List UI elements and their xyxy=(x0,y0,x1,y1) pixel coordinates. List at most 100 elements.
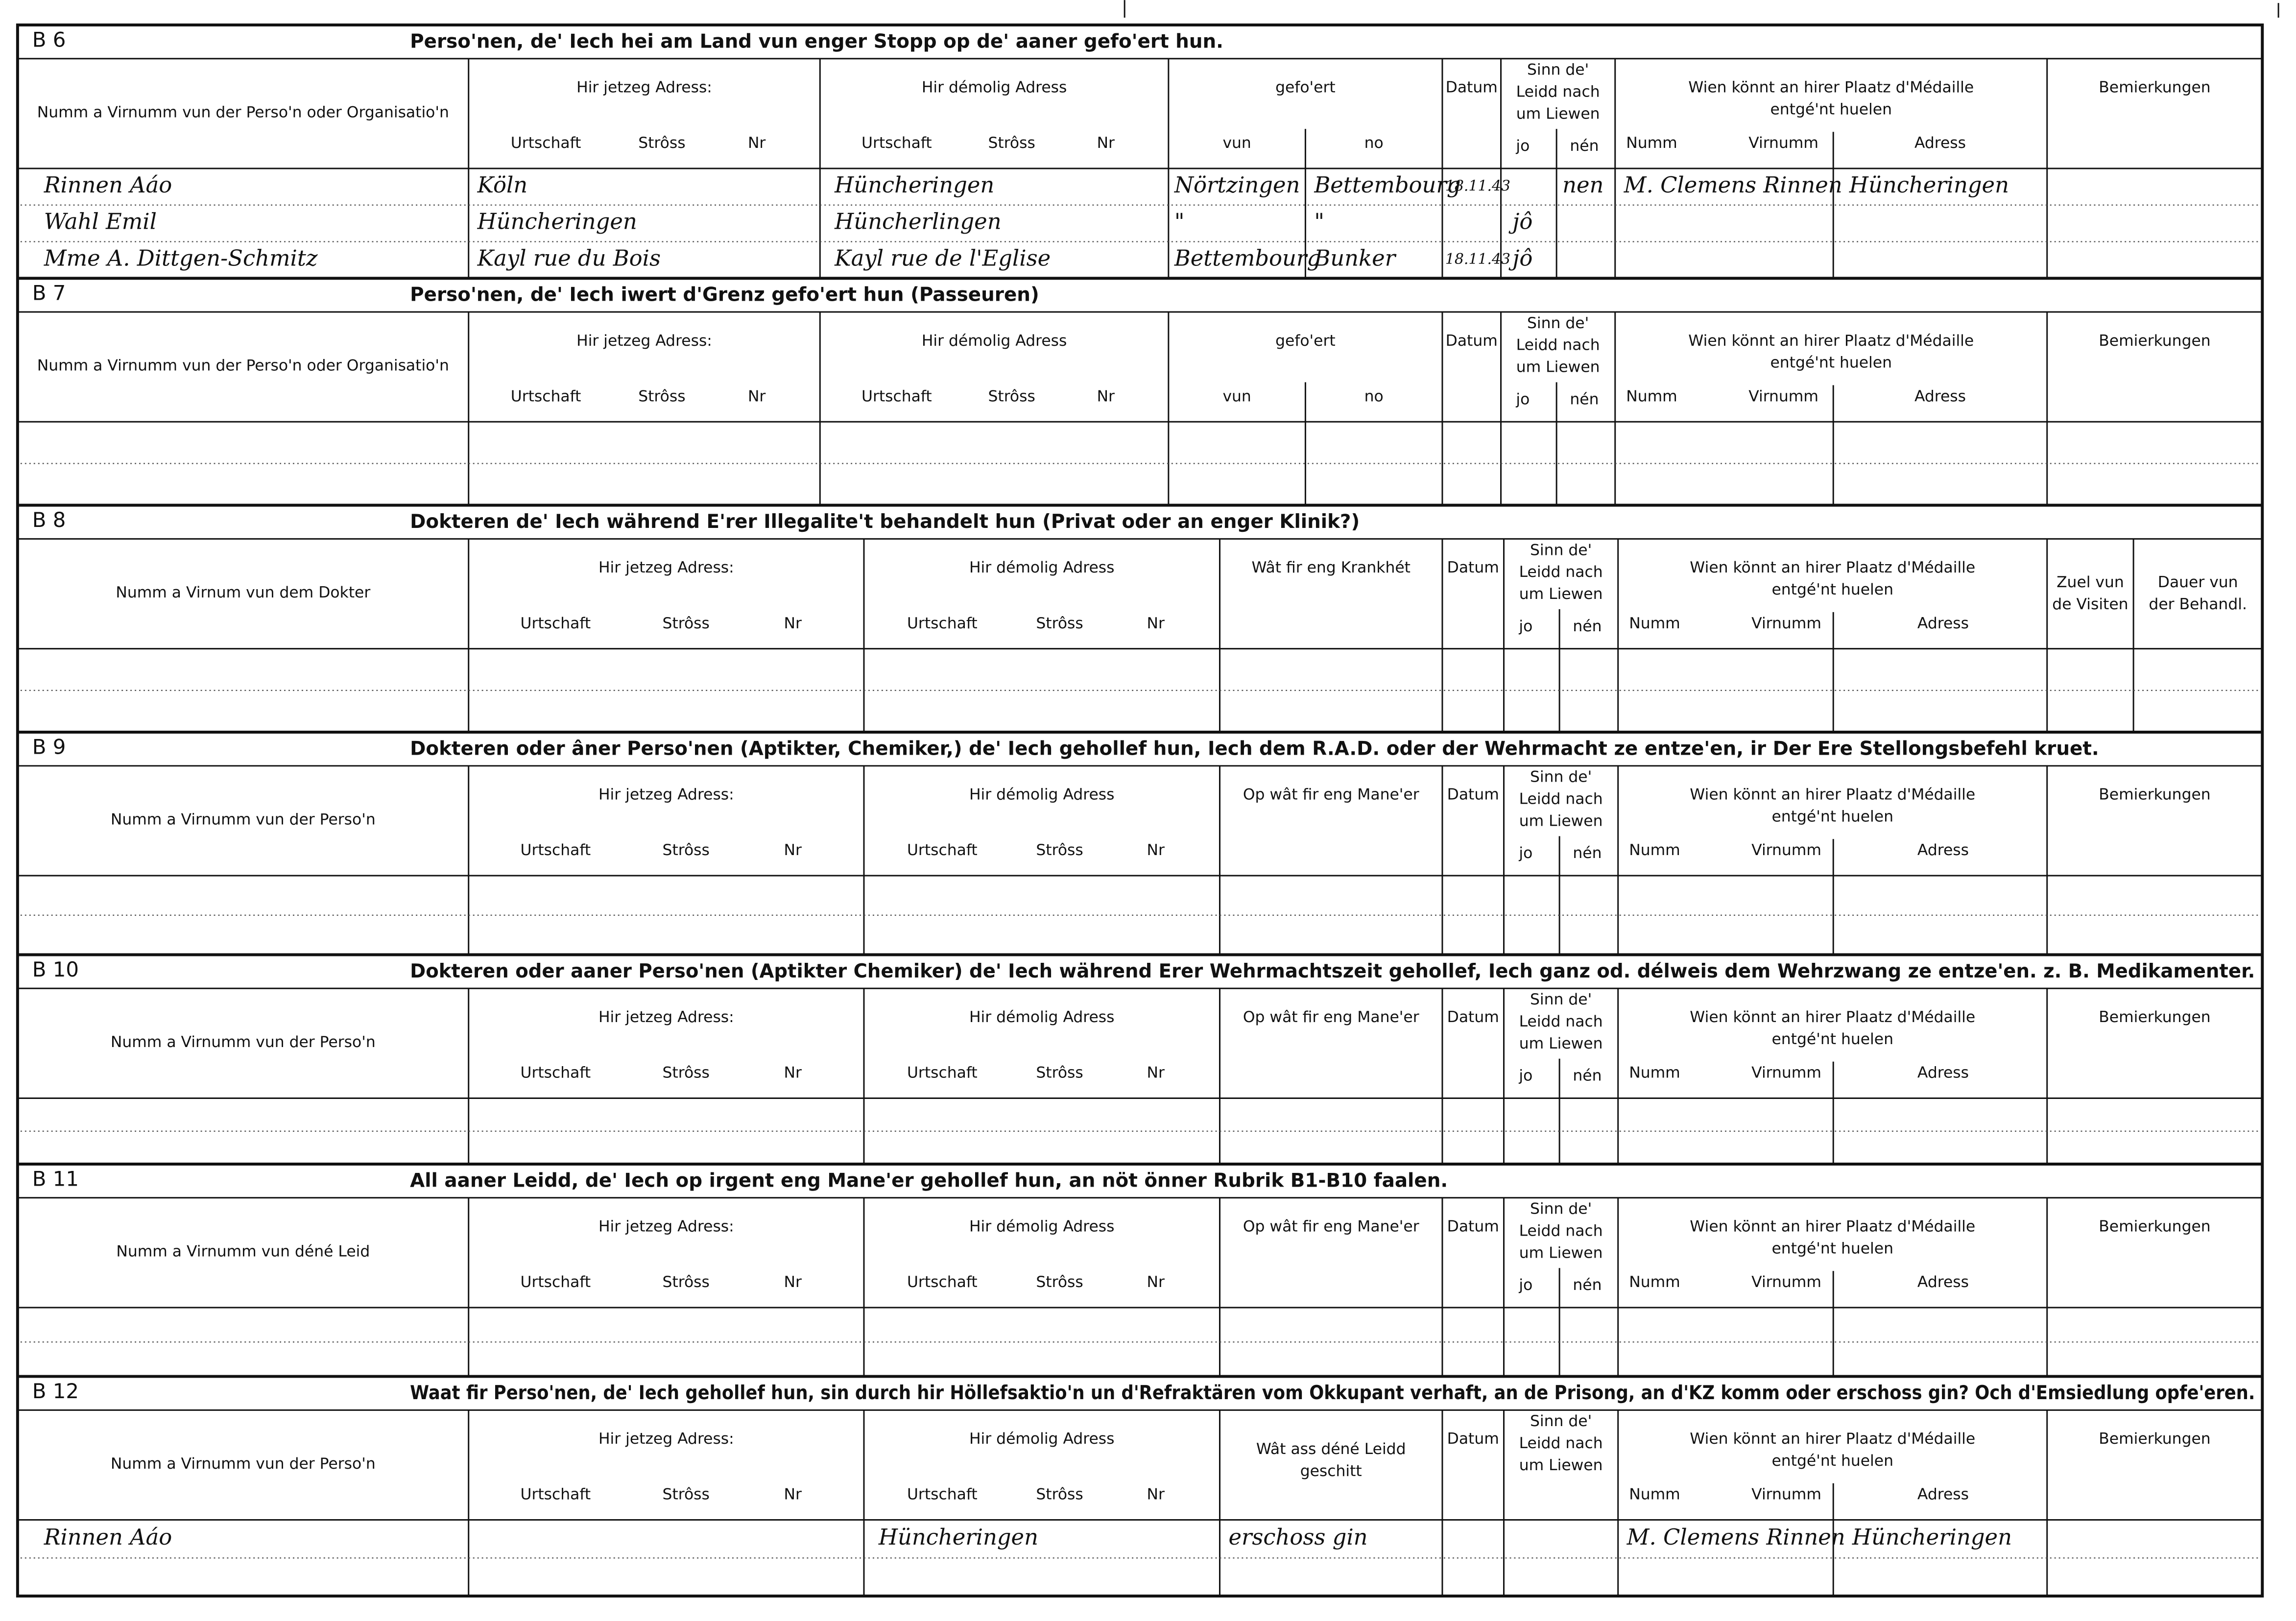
column-subheader: Adress xyxy=(1917,1064,1969,1082)
column-header: Numm a Virnum vun dem Dokter xyxy=(116,584,370,601)
column-header: um Liewen xyxy=(1519,812,1603,830)
column-header: Datum xyxy=(1447,559,1499,576)
handwritten-entry: Kayl rue de l'Eglise xyxy=(834,245,1051,271)
handwritten-entry: nen xyxy=(1562,172,1603,198)
handwritten-entry: jô xyxy=(1508,209,1532,235)
column-subheader: Virnumm xyxy=(1751,841,1821,859)
handwritten-entry: erschoss gin xyxy=(1228,1524,1367,1550)
column-subheader: Nr xyxy=(748,387,765,405)
section-title: Dokteren oder aaner Perso'nen (Aptikter … xyxy=(410,960,2255,982)
column-header: Leidd nach xyxy=(1516,83,1600,101)
column-subheader: Urtschaft xyxy=(520,1064,591,1082)
handwritten-entry: 18.11.43 xyxy=(1445,177,1510,194)
column-subheader: Virnumm xyxy=(1751,615,1821,632)
column-header: Numm a Virnumm vun der Perso'n oder Orga… xyxy=(37,357,449,375)
column-subheader: Numm xyxy=(1629,1486,1680,1503)
column-header: Hir démolig Adress xyxy=(969,786,1115,804)
column-header: Bemierkungen xyxy=(2099,1218,2210,1236)
column-subheader: Nr xyxy=(1147,1064,1165,1082)
column-header: Bemierkungen xyxy=(2099,1008,2210,1026)
column-header: Datum xyxy=(1447,1218,1499,1236)
column-subheader: Nr xyxy=(1147,841,1165,859)
column-subheader: Strôss xyxy=(663,1273,710,1291)
column-header: um Liewen xyxy=(1516,105,1600,122)
column-subheader: Adress xyxy=(1917,615,1969,632)
section-title: Waat fir Perso'nen, de' Iech gehollef hu… xyxy=(410,1382,2255,1404)
column-subheader: Numm xyxy=(1629,1273,1680,1291)
column-header: entgé'nt huelen xyxy=(1771,1240,1893,1257)
column-header: Hir démolig Adress xyxy=(922,332,1067,350)
section-code: B 10 xyxy=(32,957,79,981)
column-subheader: Adress xyxy=(1914,134,1966,152)
handwritten-entry: Hüncheringen xyxy=(477,209,637,235)
column-subheader: jo xyxy=(1518,618,1532,635)
column-subheader: Strôss xyxy=(988,387,1035,405)
column-subheader: Urtschaft xyxy=(520,1273,591,1291)
column-header: gefo'ert xyxy=(1275,79,1336,96)
section-code: B 8 xyxy=(32,508,66,532)
column-header: Numm a Virnumm vun der Perso'n xyxy=(111,1033,376,1051)
column-header: Sinn de' xyxy=(1530,1412,1592,1430)
column-subheader: Virnumm xyxy=(1751,1064,1821,1082)
column-header: de Visiten xyxy=(2052,596,2128,613)
column-subheader: Nr xyxy=(784,615,801,632)
column-subheader: nén xyxy=(1573,1276,1602,1294)
column-header: der Behandl. xyxy=(2149,596,2247,613)
column-subheader: nén xyxy=(1570,390,1599,408)
column-header: Hir jetzeg Adress: xyxy=(598,559,734,576)
column-header: entgé'nt huelen xyxy=(1770,100,1891,118)
column-header: Zuel vun xyxy=(2057,573,2124,591)
handwritten-entry: Hüncheringen xyxy=(878,1524,1038,1550)
column-subheader: Urtschaft xyxy=(907,1064,978,1082)
column-header: Datum xyxy=(1446,79,1498,96)
section-title: Dokteren de' Iech während E'rer Illegali… xyxy=(410,511,1360,533)
column-header: Sinn de' xyxy=(1530,991,1592,1008)
column-subheader: vun xyxy=(1222,134,1251,152)
section-title: All aaner Leidd, de' Iech op irgent eng … xyxy=(410,1169,1448,1192)
column-subheader: jo xyxy=(1518,844,1532,862)
column-header: Datum xyxy=(1447,1430,1499,1448)
column-subheader: Adress xyxy=(1914,387,1966,405)
column-header: Hir jetzeg Adress: xyxy=(576,79,712,96)
handwritten-entry: Hüncheringen xyxy=(834,172,994,198)
column-subheader: Nr xyxy=(784,841,801,859)
handwritten-entry: Kayl rue du Bois xyxy=(477,245,661,271)
column-header: Dauer vun xyxy=(2158,573,2238,591)
column-header: Leidd nach xyxy=(1516,336,1600,354)
handwritten-entry: Nörtzingen xyxy=(1174,172,1300,198)
column-subheader: nén xyxy=(1573,844,1602,862)
column-subheader: Urtschaft xyxy=(520,841,591,859)
column-subheader: Urtschaft xyxy=(511,134,581,152)
column-subheader: Strôss xyxy=(1036,615,1083,632)
column-header: Wât fir eng Krankhét xyxy=(1251,559,1410,576)
column-header: entgé'nt huelen xyxy=(1771,581,1893,598)
section-code: B 9 xyxy=(32,735,66,759)
section-title: Dokteren oder âner Perso'nen (Aptikter, … xyxy=(410,738,2099,760)
section-code: B 12 xyxy=(32,1379,79,1403)
column-header: um Liewen xyxy=(1516,358,1600,376)
column-subheader: vun xyxy=(1222,387,1251,405)
column-header: Hir démolig Adress xyxy=(969,1218,1115,1236)
column-subheader: Urtschaft xyxy=(520,615,591,632)
column-subheader: Urtschaft xyxy=(907,1486,978,1503)
column-subheader: Urtschaft xyxy=(511,387,581,405)
column-subheader: Adress xyxy=(1917,841,1969,859)
column-header: gefo'ert xyxy=(1275,332,1336,350)
column-header: Op wât fir eng Mane'er xyxy=(1243,786,1419,804)
column-subheader: Urtschaft xyxy=(907,841,978,859)
column-header: Hir jetzeg Adress: xyxy=(598,1430,734,1448)
column-header: entgé'nt huelen xyxy=(1771,1030,1893,1048)
column-header: Leidd nach xyxy=(1519,1013,1603,1030)
column-subheader: Numm xyxy=(1629,841,1680,859)
handwritten-entry: " xyxy=(1174,209,1185,235)
handwritten-entry: Wahl Emil xyxy=(44,209,157,235)
column-header: Numm a Virnumm vun déné Leid xyxy=(116,1242,370,1260)
column-header: Leidd nach xyxy=(1519,790,1603,808)
column-header: Leidd nach xyxy=(1519,1222,1603,1240)
column-header: Hir jetzeg Adress: xyxy=(598,786,734,804)
column-subheader: Strôss xyxy=(663,841,710,859)
column-subheader: Adress xyxy=(1917,1486,1969,1503)
handwritten-entry: jô xyxy=(1508,245,1532,271)
column-header: Hir démolig Adress xyxy=(922,79,1067,96)
